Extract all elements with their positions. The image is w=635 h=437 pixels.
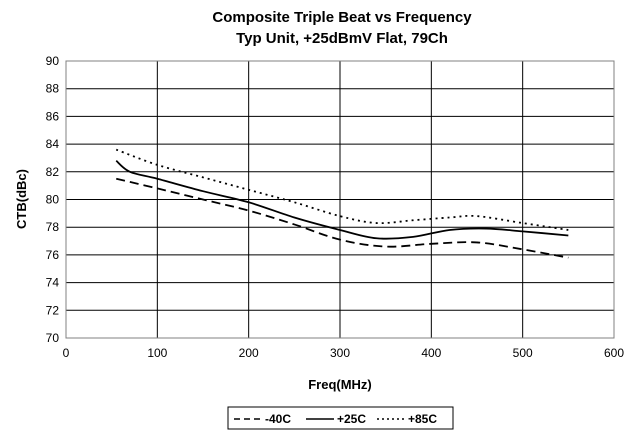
y-tick-label: 74 (46, 276, 60, 290)
chart-subtitle: Typ Unit, +25dBmV Flat, 79Ch (236, 30, 448, 47)
y-tick-label: 72 (46, 303, 60, 317)
x-tick-label: 0 (63, 346, 70, 360)
x-tick-label: 300 (330, 346, 350, 360)
x-tick-label: 200 (239, 346, 259, 360)
x-tick-label: 400 (421, 346, 441, 360)
legend-label-plus85c: +85C (408, 412, 437, 426)
series-line-plus25c (115, 160, 569, 240)
y-tick-labels: 70 72 74 76 78 80 82 84 86 88 90 (46, 54, 60, 345)
y-tick-label: 78 (46, 220, 60, 234)
y-axis-title: CTB(dBc) (14, 169, 29, 229)
x-tick-labels: 0 100 200 300 400 500 600 (63, 346, 625, 360)
chart-title: Composite Triple Beat vs Frequency (212, 9, 472, 26)
series-line-minus40c (116, 177, 569, 259)
y-tick-label: 88 (46, 82, 60, 96)
series-line-plus85c (115, 148, 569, 231)
y-tick-label: 82 (46, 165, 60, 179)
x-axis-title: Freq(MHz) (308, 377, 372, 392)
y-tick-label: 84 (46, 137, 60, 151)
legend-label-minus40c: -40C (265, 412, 291, 426)
y-tick-label: 80 (46, 193, 60, 207)
x-tick-label: 500 (513, 346, 533, 360)
x-tick-label: 100 (147, 346, 167, 360)
y-tick-label: 76 (46, 248, 60, 262)
y-tick-label: 90 (46, 54, 60, 68)
y-tick-label: 86 (46, 109, 60, 123)
legend-label-plus25c: +25C (337, 412, 366, 426)
legend: -40C +25C +85C (227, 406, 454, 430)
plot-border (65, 60, 615, 339)
legend-box (227, 406, 454, 430)
series-lines (115, 148, 569, 259)
y-tick-label: 70 (46, 331, 60, 345)
x-tick-label: 600 (604, 346, 624, 360)
